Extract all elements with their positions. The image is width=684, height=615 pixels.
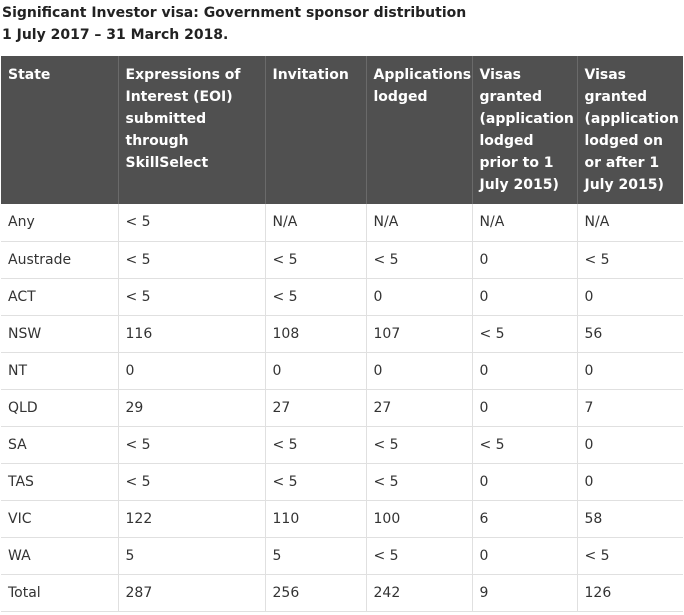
- cell-invitation: < 5: [265, 426, 367, 464]
- table-header-row: State Expressions of Interest (EOI) subm…: [1, 56, 683, 204]
- table-row: Austrade < 5 < 5 < 5 0 < 5: [1, 241, 683, 279]
- cell-applications: 27: [366, 389, 473, 427]
- cell-applications: 0: [366, 352, 473, 390]
- cell-granted-after: < 5: [577, 537, 683, 575]
- table-row: NT 0 0 0 0 0: [1, 352, 683, 390]
- table-title: Significant Investor visa: Government sp…: [0, 0, 684, 56]
- cell-eoi: < 5: [118, 241, 266, 279]
- cell-applications: < 5: [366, 463, 473, 501]
- cell-state: WA: [1, 537, 119, 575]
- cell-granted-prior: 0: [472, 241, 578, 279]
- cell-eoi: < 5: [118, 204, 266, 242]
- cell-granted-after: 0: [577, 463, 683, 501]
- cell-eoi: 0: [118, 352, 266, 390]
- cell-applications: 107: [366, 315, 473, 353]
- cell-granted-prior: < 5: [472, 426, 578, 464]
- table-row: WA 5 5 < 5 0 < 5: [1, 537, 683, 575]
- cell-eoi: 122: [118, 500, 266, 538]
- cell-granted-after: < 5: [577, 241, 683, 279]
- cell-granted-after: 7: [577, 389, 683, 427]
- cell-state: NSW: [1, 315, 119, 353]
- cell-invitation: < 5: [265, 241, 367, 279]
- cell-granted-after: 0: [577, 426, 683, 464]
- cell-applications: < 5: [366, 426, 473, 464]
- cell-granted-prior: 0: [472, 463, 578, 501]
- cell-state: Any: [1, 204, 119, 242]
- cell-granted-after: 126: [577, 574, 683, 612]
- cell-granted-prior: 6: [472, 500, 578, 538]
- cell-granted-after: N/A: [577, 204, 683, 242]
- cell-state: TAS: [1, 463, 119, 501]
- cell-eoi: 5: [118, 537, 266, 575]
- cell-invitation: < 5: [265, 463, 367, 501]
- table-row: VIC 122 110 100 6 58: [1, 500, 683, 538]
- cell-eoi: < 5: [118, 278, 266, 316]
- table-row-total: Total 287 256 242 9 126: [1, 574, 683, 612]
- header-visas-granted-prior: Visas granted (application lodged prior …: [472, 56, 578, 204]
- title-line-2: 1 July 2017 – 31 March 2018.: [2, 27, 229, 43]
- table-row: SA < 5 < 5 < 5 < 5 0: [1, 426, 683, 464]
- cell-state: QLD: [1, 389, 119, 427]
- cell-granted-prior: N/A: [472, 204, 578, 242]
- cell-invitation: < 5: [265, 278, 367, 316]
- cell-state: ACT: [1, 278, 119, 316]
- cell-granted-after: 58: [577, 500, 683, 538]
- cell-granted-after: 0: [577, 278, 683, 316]
- header-state: State: [1, 56, 119, 204]
- cell-state: NT: [1, 352, 119, 390]
- cell-granted-prior: 0: [472, 537, 578, 575]
- cell-eoi: 29: [118, 389, 266, 427]
- cell-granted-prior: 0: [472, 389, 578, 427]
- cell-invitation: 0: [265, 352, 367, 390]
- cell-invitation: 110: [265, 500, 367, 538]
- cell-state: Austrade: [1, 241, 119, 279]
- cell-invitation: N/A: [265, 204, 367, 242]
- cell-applications: N/A: [366, 204, 473, 242]
- cell-applications: 242: [366, 574, 473, 612]
- cell-invitation: 27: [265, 389, 367, 427]
- cell-granted-prior: 0: [472, 352, 578, 390]
- sponsor-distribution-table: State Expressions of Interest (EOI) subm…: [1, 56, 683, 612]
- cell-eoi: 116: [118, 315, 266, 353]
- table-row: Any < 5 N/A N/A N/A N/A: [1, 204, 683, 242]
- cell-eoi: 287: [118, 574, 266, 612]
- table-row: ACT < 5 < 5 0 0 0: [1, 278, 683, 316]
- table-row: NSW 116 108 107 < 5 56: [1, 315, 683, 353]
- cell-invitation: 5: [265, 537, 367, 575]
- header-visas-granted-after: Visas granted (application lodged on or …: [584, 67, 679, 193]
- cell-applications: < 5: [366, 537, 473, 575]
- cell-applications: < 5: [366, 241, 473, 279]
- cell-eoi: < 5: [118, 463, 266, 501]
- cell-state: VIC: [1, 500, 119, 538]
- cell-granted-after: 56: [577, 315, 683, 353]
- cell-granted-prior: 9: [472, 574, 578, 612]
- cell-granted-prior: 0: [472, 278, 578, 316]
- title-line-1: Significant Investor visa: Government sp…: [2, 5, 467, 21]
- cell-state: SA: [1, 426, 119, 464]
- cell-eoi: < 5: [118, 426, 266, 464]
- cell-invitation: 256: [265, 574, 367, 612]
- table-row: TAS < 5 < 5 < 5 0 0: [1, 463, 683, 501]
- header-applications-lodged: Applications lodged: [366, 56, 473, 204]
- cell-invitation: 108: [265, 315, 367, 353]
- cell-applications: 100: [366, 500, 473, 538]
- cell-state: Total: [1, 574, 119, 612]
- cell-applications: 0: [366, 278, 473, 316]
- cell-granted-after: 0: [577, 352, 683, 390]
- table-body: Any < 5 N/A N/A N/A N/A Austrade < 5 < 5…: [1, 204, 683, 612]
- header-invitation: Invitation: [265, 56, 367, 204]
- table-row: QLD 29 27 27 0 7: [1, 389, 683, 427]
- header-eoi: Expressions of Interest (EOI) submitted …: [118, 56, 266, 204]
- cell-granted-prior: < 5: [472, 315, 578, 353]
